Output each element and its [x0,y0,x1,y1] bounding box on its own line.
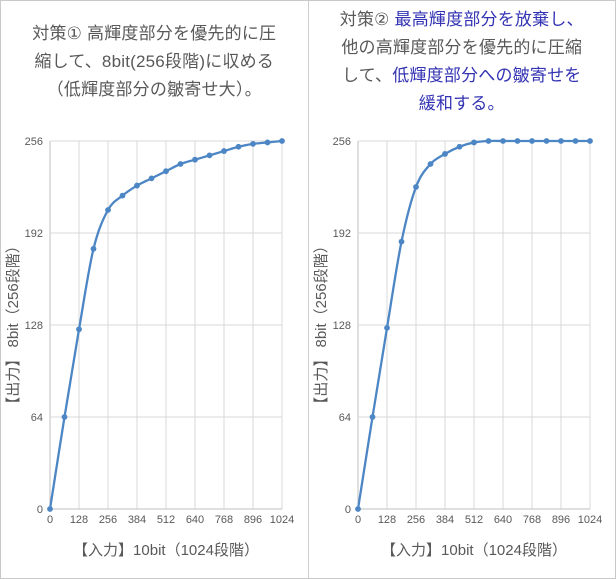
panel-title-line: して、低輝度部分への皺寄せを [315,62,610,90]
panel-title-line: 他の高輝度部分を優先的に圧縮 [315,34,610,62]
panel-title-line: 対策② 最高輝度部分を放棄し、 [315,6,610,34]
data-point-marker [177,161,184,167]
data-point-marker [412,184,419,190]
panel-title-line: 縮して、8bit(256段階)に収める [7,48,302,76]
y-tick-label: 128 [332,320,350,332]
x-tick-label: 256 [406,514,424,526]
y-tick-label: 0 [344,504,350,516]
panel-title-line: 緩和する。 [315,90,610,118]
data-point-marker [90,245,97,252]
panel-title-segment: （低輝度部分の皺寄せ大）。 [46,80,262,99]
panel-title-segment: 対策② [339,10,395,29]
data-point-marker [557,138,564,144]
data-point-marker [119,192,126,199]
tone-curve-chart-2: 0 128 256 384 512 640 768 896 1024 0 64 128 192 256 【入… [313,136,602,559]
data-point-marker [250,140,256,147]
data-point-marker [264,139,271,146]
x-axis-title: 【入力】10bit（1024段階） [73,542,259,559]
data-point-marker [354,506,361,512]
x-tick-label: 896 [244,514,262,526]
x-tick-label: 1024 [577,514,601,526]
panel-title-segment: 対策① 高輝度部分を優先的に圧 [32,24,277,43]
y-axis-title: 【出力】 8bit（256段階） [5,238,22,411]
panel-title-2: 対策② 最高輝度部分を放棄し、 他の高輝度部分を優先的に圧縮 して、低輝度部分への皺… [309,1,616,123]
data-point-marker [441,151,448,157]
data-point-marker [369,414,375,420]
y-tick-label: 256 [25,136,43,148]
panel-title-segment: 縮して、8bit(256段階)に収める [34,52,275,71]
y-tick-label: 128 [25,320,43,332]
data-point-marker [105,207,111,213]
x-tick-label: 384 [435,514,453,526]
data-point-marker [148,175,155,182]
x-tick-label: 384 [128,514,146,526]
data-point-marker [572,138,578,144]
data-point-marker [47,506,53,512]
x-tick-label: 512 [157,514,175,526]
y-tick-label: 64 [338,412,350,424]
panel-title-segment: して、 [342,66,393,85]
data-point-marker [543,138,549,144]
data-point-marker [76,326,82,333]
data-point-marker [586,138,593,144]
x-tick-label: 640 [493,514,511,526]
panel-title-segment: 緩和する。 [418,94,505,113]
x-tick-label: 512 [464,514,482,526]
panel-countermeasure-1: 対策① 高輝度部分を優先的に圧 縮して、8bit(256段階)に収める （低輝度部分… [1,1,308,578]
x-tick-label: 1024 [270,514,294,526]
tone-curve-chart-1: 0 128 256 384 512 640 768 896 1024 0 64 128 192 256 【入… [5,136,294,559]
data-point-marker [221,148,227,154]
x-tick-label: 0 [354,514,360,526]
panel-title-segment: 最高輝度部分を放棄し、 [394,10,584,29]
data-point-marker [470,139,477,146]
x-tick-label: 768 [522,514,540,526]
y-tick-label: 256 [332,136,350,148]
data-point-marker [499,138,506,144]
y-tick-label: 192 [332,228,350,240]
panel-title-line: 対策① 高輝度部分を優先的に圧 [7,20,302,48]
data-point-marker [279,138,285,144]
y-tick-label: 64 [31,412,43,424]
data-point-marker [206,152,213,159]
data-point-marker [528,138,535,144]
data-point-marker [163,168,169,175]
y-axis-title: 【出力】 8bit（256段階） [313,238,330,411]
panel-title-segment: 低輝度部分への皺寄せを [392,66,582,85]
data-point-marker [235,143,242,150]
panel-title-line: （低輝度部分の皺寄せ大）。 [7,76,302,104]
data-point-marker [427,161,433,167]
data-point-marker [485,138,491,144]
data-point-marker [456,143,462,150]
data-point-marker [514,138,520,144]
panel-title-segment: 他の高輝度部分を優先的に圧縮 [341,38,583,57]
x-tick-label: 128 [70,514,88,526]
x-tick-label: 768 [215,514,233,526]
x-tick-label: 256 [99,514,117,526]
data-point-marker [61,414,68,420]
panel-countermeasure-2: 対策② 最高輝度部分を放棄し、 他の高輝度部分を優先的に圧縮 して、低輝度部分への皺… [307,1,616,578]
x-axis-title: 【入力】10bit（1024段階） [381,542,567,559]
y-tick-label: 192 [25,228,43,240]
panel-title-1: 対策① 高輝度部分を優先的に圧 縮して、8bit(256段階)に収める （低輝度部分… [1,1,308,123]
y-tick-label: 0 [37,504,43,516]
x-tick-label: 0 [47,514,53,526]
data-point-marker [383,324,390,331]
x-tick-label: 128 [377,514,395,526]
data-point-marker [192,156,198,163]
data-point-marker [398,238,404,245]
data-point-marker [134,182,140,189]
x-tick-label: 896 [551,514,569,526]
x-tick-label: 640 [186,514,204,526]
